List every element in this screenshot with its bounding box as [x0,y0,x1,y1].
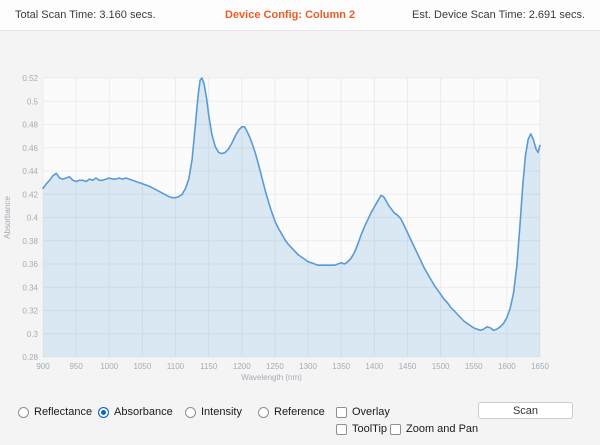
y-tick-label: 0.34 [22,283,38,292]
x-tick-label: 1100 [167,362,185,371]
y-tick-label: 0.36 [22,260,38,269]
spectrum-line [42,77,541,332]
x-tick-label: 1000 [100,362,118,371]
x-tick-label: 1650 [531,362,549,371]
x-tick-label: 950 [69,362,83,371]
checkbox-icon [336,407,347,418]
y-tick-label: 0.48 [22,121,38,130]
y-tick-label: 0.3 [27,330,39,339]
y-tick-label: 0.42 [22,190,38,199]
spectrum-chart: 900 950 1000 1050 1100 1150 1200 1250 1300 1350 14… [0,30,600,395]
est-device-scan-time-text: Est. Device Scan Time: 2.691 secs. [412,9,586,21]
x-tick-label: 1400 [365,362,383,371]
checkbox-label: Zoom and Pan [406,423,479,435]
radio-absorbance[interactable]: Absorbance [98,406,173,419]
checkbox-label: ToolTip [352,423,388,435]
x-tick-label: 1600 [498,362,516,371]
status-bar: Total Scan Time: 3.160 secs. Device Conf… [0,0,600,31]
x-tick-label: 1300 [299,362,317,371]
spectrum-area [43,78,540,357]
y-tick-label: 0.44 [22,167,38,176]
y-axis-title: Absorbance [3,196,12,239]
spectrum-chart-canvas: 900 950 1000 1050 1100 1150 1200 1250 1300 1350 14… [3,74,549,382]
device-config-text: Device Config: Column 2 [225,9,356,21]
radio-icon [258,407,269,418]
radio-label: Absorbance [114,406,173,418]
y-tick-label: 0.32 [22,307,38,316]
x-tick-label: 1550 [465,362,483,371]
checkbox-icon [336,424,347,435]
y-tick-label: 0.4 [27,214,39,223]
y-tick-label: 0.28 [22,353,38,362]
x-axis-title: Wavelength (nm) [241,373,302,382]
y-tick-label: 0.46 [22,144,38,153]
checkbox-label: Overlay [352,406,390,418]
radio-label: Intensity [201,406,242,418]
scan-button[interactable]: Scan [478,402,573,419]
radio-label: Reflectance [34,406,93,418]
checkbox-zoom-and-pan[interactable]: Zoom and Pan [390,423,478,436]
y-tick-label: 0.52 [22,74,38,83]
x-tick-label: 1150 [200,362,218,371]
y-tick-label: 0.38 [22,237,38,246]
radio-icon [185,407,196,418]
radio-reference[interactable]: Reference [258,406,325,419]
x-tick-label: 900 [36,362,50,371]
checkbox-icon [390,424,401,435]
radio-selected-icon [98,407,109,418]
x-tick-label: 1350 [332,362,350,371]
x-tick-label: 1250 [266,362,284,371]
x-tick-label: 1050 [134,362,152,371]
checkbox-overlay[interactable]: Overlay [336,406,390,419]
radio-label: Reference [274,406,325,418]
radio-intensity[interactable]: Intensity [185,406,242,419]
x-tick-label: 1500 [432,362,450,371]
checkbox-tooltip[interactable]: ToolTip [336,423,387,436]
total-scan-time-text: Total Scan Time: 3.160 secs. [15,9,156,21]
y-tick-label: 0.5 [27,97,39,106]
radio-reflectance[interactable]: Reflectance [18,406,92,419]
radio-icon [18,407,29,418]
x-tick-label: 1200 [233,362,251,371]
x-tick-label: 1450 [399,362,417,371]
